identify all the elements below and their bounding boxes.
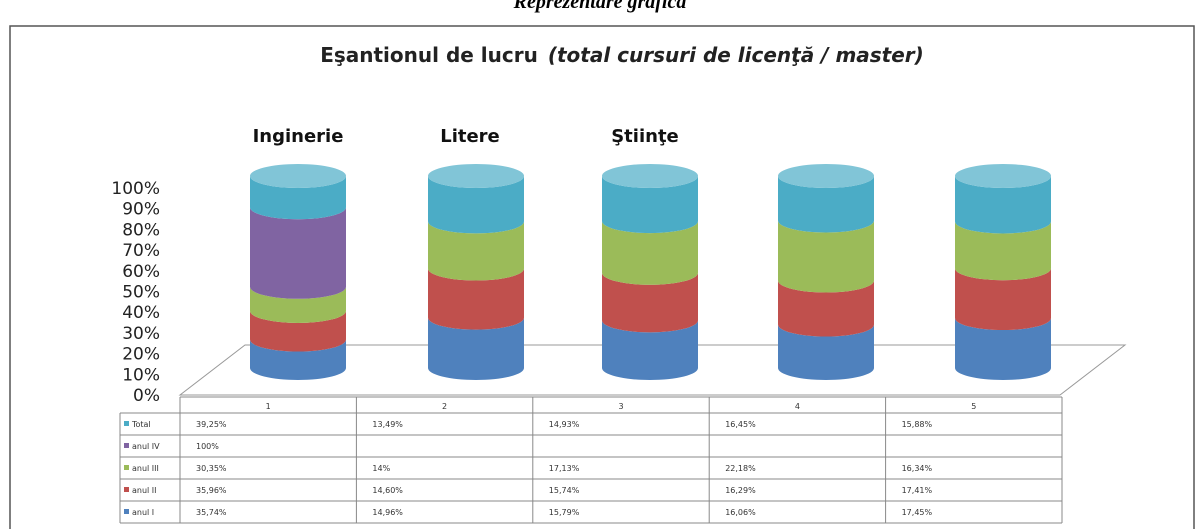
x-tick-label: 1 [266, 402, 271, 411]
cylinder-segment [250, 286, 346, 323]
legend-label: anul I [132, 508, 154, 517]
cylinder-cap [250, 164, 346, 188]
annotation: Ştiinţe [611, 126, 679, 147]
cylinder-cap [602, 164, 698, 188]
x-tick-label: 3 [618, 402, 623, 411]
cylinder-cap [428, 164, 524, 188]
cylinder-segment [955, 318, 1051, 380]
x-tick-label: 2 [442, 402, 447, 411]
table-value: 16,29% [725, 486, 756, 495]
legend-label: anul II [132, 486, 157, 495]
y-tick-label: 0% [133, 386, 160, 406]
legend-label: Total [131, 420, 151, 429]
title: Eşantionul de lucru [320, 43, 538, 67]
cylinder-segment [602, 320, 698, 380]
table-value: 14,96% [372, 508, 403, 517]
x-tick-label: 5 [971, 402, 976, 411]
y-tick-label: 70% [122, 241, 160, 261]
chart-title: Eşantionul de lucru (total cursuri de lic… [320, 43, 924, 67]
y-tick-label: 50% [122, 283, 160, 303]
cylinder-cap [955, 164, 1051, 188]
table-value: 35,96% [196, 486, 227, 495]
table-value: 14,60% [372, 486, 403, 495]
table-value: 16,34% [902, 464, 933, 473]
table-value: 16,45% [725, 420, 756, 429]
annotation: Inginerie [253, 126, 344, 147]
y-tick-label: 80% [122, 220, 160, 240]
table-value: 14% [372, 464, 390, 473]
y-tick-label: 30% [122, 324, 160, 344]
y-tick-label: 20% [122, 345, 160, 365]
cylinder-segment [428, 268, 524, 330]
y-tick-label: 100% [111, 179, 160, 199]
table-value: 17,45% [902, 508, 933, 517]
subtitle: (total cursuri de licenţă / master) [548, 43, 924, 67]
legend-swatch [124, 443, 129, 448]
cylinder-segment [428, 176, 524, 234]
table-value: 100% [196, 442, 219, 451]
annotation: Litere [440, 126, 500, 147]
legend-swatch [124, 421, 129, 426]
cylinder-segment [250, 339, 346, 380]
y-tick-label: 90% [122, 200, 160, 220]
table-value: 15,79% [549, 508, 580, 517]
table-value: 22,18% [725, 464, 756, 473]
cylinder-segment [250, 310, 346, 352]
cylinder-segment [428, 317, 524, 380]
cylinder-segment [250, 176, 346, 220]
table-value: 16,06% [725, 508, 756, 517]
cylinder-segment [602, 272, 698, 333]
table-value: 39,25% [196, 420, 227, 429]
cylinder-segment [778, 324, 874, 380]
page-title: Reprezentare grafică [513, 0, 687, 13]
legend-swatch [124, 509, 129, 514]
table-value: 17,13% [549, 464, 580, 473]
cylinder-segment [428, 221, 524, 281]
cylinder-segment [778, 220, 874, 293]
x-tick-label: 4 [795, 402, 800, 411]
legend-label: anul IV [132, 442, 160, 451]
cylinder-segment [778, 176, 874, 233]
legend-swatch [124, 487, 129, 492]
table-value: 13,49% [372, 420, 403, 429]
cylinder-segment [955, 268, 1051, 331]
cylinder-segment [602, 221, 698, 285]
cylinder-segment [955, 221, 1051, 281]
cylinder-segment [602, 176, 698, 234]
table-value: 30,35% [196, 464, 227, 473]
legend-swatch [124, 465, 129, 470]
y-tick-label: 10% [122, 365, 160, 385]
cylinder-segment [778, 280, 874, 337]
y-tick-label: 40% [122, 303, 160, 323]
cylinder-cap [778, 164, 874, 188]
cylinder-segment [955, 176, 1051, 234]
legend-label: anul III [132, 464, 159, 473]
table-value: 35,74% [196, 508, 227, 517]
table-value: 15,88% [902, 420, 933, 429]
table-value: 17,41% [902, 486, 933, 495]
table-value: 15,74% [549, 486, 580, 495]
cylinder-segment [250, 207, 346, 299]
y-tick-label: 60% [122, 262, 160, 282]
table-value: 14,93% [549, 420, 580, 429]
